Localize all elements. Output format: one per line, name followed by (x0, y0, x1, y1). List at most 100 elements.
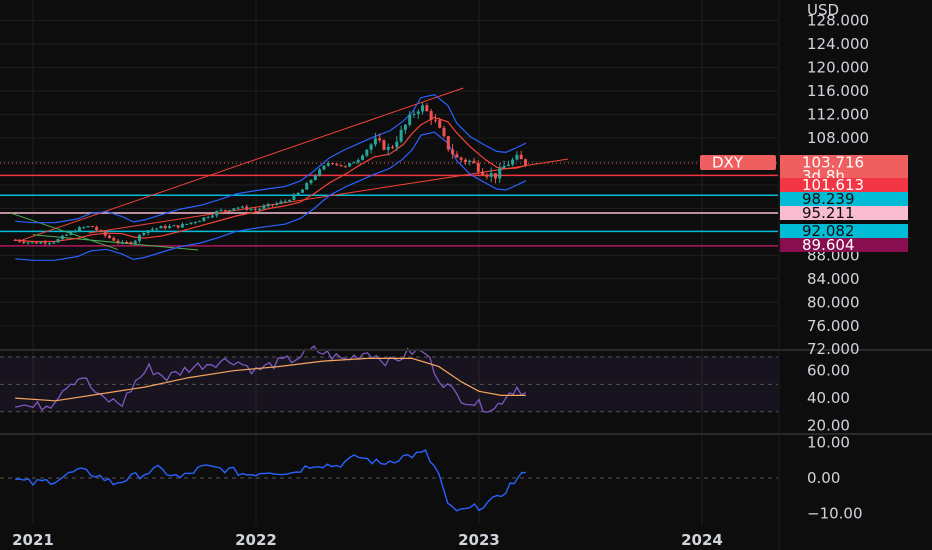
candle-body (489, 173, 493, 177)
price-tick-label: 76.000 (807, 317, 860, 335)
candle-body (382, 140, 386, 150)
candle-body (223, 209, 227, 211)
candle-body (262, 206, 266, 209)
candle-body (172, 225, 176, 227)
candle-body (515, 154, 519, 160)
down-channel-lower-line (32, 234, 199, 251)
candle-body (365, 149, 369, 156)
year-label: 2023 (458, 531, 500, 549)
candle-body (318, 169, 322, 176)
rsi-ma-line (15, 357, 526, 402)
candle-body (65, 234, 69, 236)
candle-body (305, 183, 309, 190)
candle-body (331, 162, 335, 164)
candle-body (519, 154, 523, 160)
candle-body (219, 209, 223, 212)
candle-body (352, 162, 356, 164)
candle-body (245, 206, 249, 210)
rsi-axis[interactable]: 20.00 40.00 60.00 (807, 362, 850, 435)
candlestick-series (13, 102, 527, 246)
candle-body (335, 163, 339, 165)
grid-lines (0, 0, 778, 525)
candle-body (168, 226, 172, 229)
candle-body (378, 138, 382, 141)
candle-body (129, 242, 133, 244)
candle-body (511, 159, 515, 165)
level-tag-cyan-2 (780, 224, 908, 238)
candle-body (283, 201, 287, 203)
candle-body (459, 157, 463, 160)
candle-body (120, 242, 124, 244)
candle-body (498, 168, 502, 179)
symbol-tag[interactable] (700, 155, 776, 170)
level-label-pink: 95.211 (802, 204, 855, 222)
candle-body (253, 208, 257, 210)
candle-body (99, 230, 103, 232)
candle-body (176, 225, 180, 228)
candle-body (270, 204, 274, 206)
candle-body (232, 208, 236, 211)
candle-body (275, 203, 279, 205)
upper-band-line (15, 94, 527, 224)
candle-body (506, 164, 510, 167)
candle-body (73, 231, 77, 233)
candle-body (373, 138, 377, 145)
candle-body (22, 241, 26, 243)
price-tick-label: 108.000 (807, 129, 869, 147)
candle-body (43, 242, 47, 244)
candle-body (292, 194, 296, 201)
candle-body (369, 144, 373, 150)
price-tick-label: 80.000 (807, 293, 860, 311)
candle-body (90, 226, 94, 228)
price-tick-label: 116.000 (807, 82, 869, 100)
price-tick-label: 124.000 (807, 35, 869, 53)
candle-body (391, 146, 395, 148)
year-label: 2021 (12, 531, 54, 549)
candle-body (228, 210, 232, 212)
candle-body (343, 166, 347, 168)
candle-body (39, 242, 43, 244)
candle-body (322, 165, 326, 170)
candle-body (249, 208, 253, 210)
candle-body (108, 235, 112, 239)
candle-body (198, 220, 202, 222)
candle-body (180, 224, 184, 228)
currency-label: USD (807, 1, 839, 19)
candle-body (30, 242, 34, 244)
candle-body (348, 163, 352, 167)
candle-body (82, 227, 86, 229)
level-tag-magenta (780, 238, 908, 252)
oscillator-axis[interactable]: 10.00 0.00 −10.00 (807, 434, 863, 523)
candle-body (142, 232, 146, 235)
level-tag-pink (780, 206, 908, 220)
candle-body (386, 146, 390, 150)
basis-line (15, 116, 526, 243)
candle-body (455, 154, 459, 158)
candle-body (361, 155, 365, 160)
candle-body (86, 226, 90, 228)
candle-body (296, 192, 300, 195)
time-axis[interactable]: 2021 2022 2023 2024 (12, 531, 723, 549)
price-tick-label: 84.000 (807, 270, 860, 288)
osc-tick-label: −10.00 (807, 505, 863, 523)
candle-body (266, 204, 270, 207)
candle-body (112, 238, 116, 241)
candle-body (481, 171, 485, 175)
candle-body (133, 240, 137, 244)
candle-body (502, 166, 506, 169)
candle-body (52, 242, 56, 244)
candle-body (202, 217, 206, 221)
level-label-red: 101.613 (802, 176, 864, 194)
candle-body (476, 163, 480, 172)
candle-body (26, 242, 30, 244)
candle-body (13, 240, 17, 242)
oscillator-panes (0, 345, 778, 512)
candle-body (288, 200, 292, 202)
rsi-line (15, 345, 527, 413)
candle-body (95, 227, 99, 231)
candle-body (35, 242, 39, 244)
candle-body (412, 113, 416, 115)
rsi-tick-label: 20.00 (807, 417, 850, 435)
candle-body (523, 159, 527, 166)
